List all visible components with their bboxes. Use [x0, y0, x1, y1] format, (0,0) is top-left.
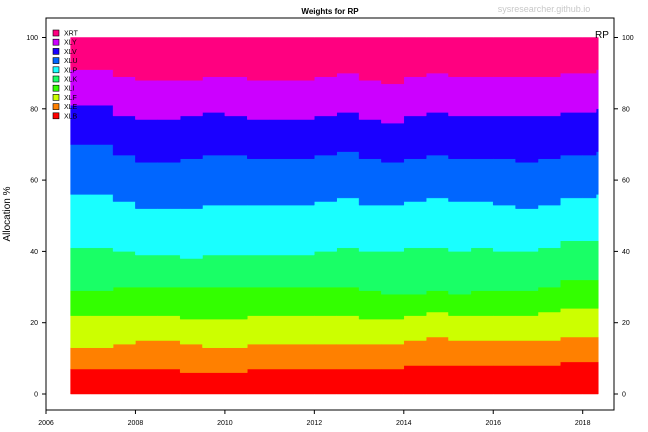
watermark: sysresearcher.github.io: [498, 4, 591, 14]
x-tick-label-2014: 2014: [396, 420, 412, 427]
x-tick-label-2010: 2010: [217, 420, 233, 427]
x-tick-label-2012: 2012: [307, 420, 323, 427]
legend-swatch-xlv: [52, 48, 60, 55]
legend-swatch-xlp: [52, 66, 60, 74]
y-axis-right: 0 20 40 60 80 100: [613, 35, 634, 399]
legend-label-xlv: XLV: [64, 49, 77, 56]
x-tick-label-2016: 2016: [485, 420, 501, 427]
stacked-area-group: [70, 37, 599, 395]
legend-label-xlf: XLF: [64, 95, 77, 102]
legend: XRT XLY XLV XLU XLP XLK XLI XLF XLE XLB: [52, 29, 79, 120]
legend-label-xlb: XLB: [64, 113, 78, 120]
legend-swatch-xle: [52, 103, 60, 110]
legend-label-xrt: XRT: [64, 31, 79, 38]
y-tick-label-left-20: 20: [30, 320, 38, 327]
y-tick-label-right-60: 60: [622, 178, 630, 185]
x-tick-label-2008: 2008: [128, 420, 144, 427]
legend-swatch-xlf: [52, 94, 60, 101]
legend-swatch-xly: [52, 38, 60, 46]
y-tick-label-left-40: 40: [30, 249, 38, 256]
y-tick-label-right-100: 100: [622, 35, 634, 42]
area-xrt: [70, 37, 599, 85]
x-tick-label-2006: 2006: [38, 420, 54, 427]
legend-swatch-xlu: [52, 57, 60, 64]
y-tick-label-left-80: 80: [30, 106, 38, 113]
legend-label-xle: XLE: [64, 104, 78, 111]
y-tick-label-left-0: 0: [34, 392, 38, 399]
y-tick-label-left-100: 100: [26, 35, 38, 42]
y-tick-label-right-40: 40: [622, 249, 630, 256]
legend-swatch-xli: [52, 84, 60, 92]
legend-swatch-xlk: [52, 75, 60, 83]
y-tick-label-right-80: 80: [622, 106, 630, 113]
legend-label-xlk: XLK: [64, 77, 78, 84]
legend-label-xlp: XLP: [64, 67, 78, 74]
y-tick-label-left-60: 60: [30, 178, 38, 185]
x-tick-label-2018: 2018: [575, 420, 591, 427]
legend-swatch-xlb: [52, 112, 60, 120]
x-axis: 2006 2008 2010 2012 2014 2016 2018: [38, 409, 591, 427]
legend-label-xlu: XLU: [64, 58, 78, 65]
chart-title: Weights for RP: [301, 7, 359, 16]
y-tick-label-right-20: 20: [622, 320, 630, 327]
y-axis-label: Allocation %: [2, 186, 13, 241]
y-tick-label-right-0: 0: [622, 392, 626, 399]
y-axis-left: 0 20 40 60 80 100: [26, 35, 47, 399]
legend-label-xly: XLY: [64, 40, 77, 47]
series-label-rp: RP: [595, 30, 609, 41]
legend-label-xli: XLI: [64, 86, 75, 93]
legend-swatch-xrt: [52, 29, 60, 37]
